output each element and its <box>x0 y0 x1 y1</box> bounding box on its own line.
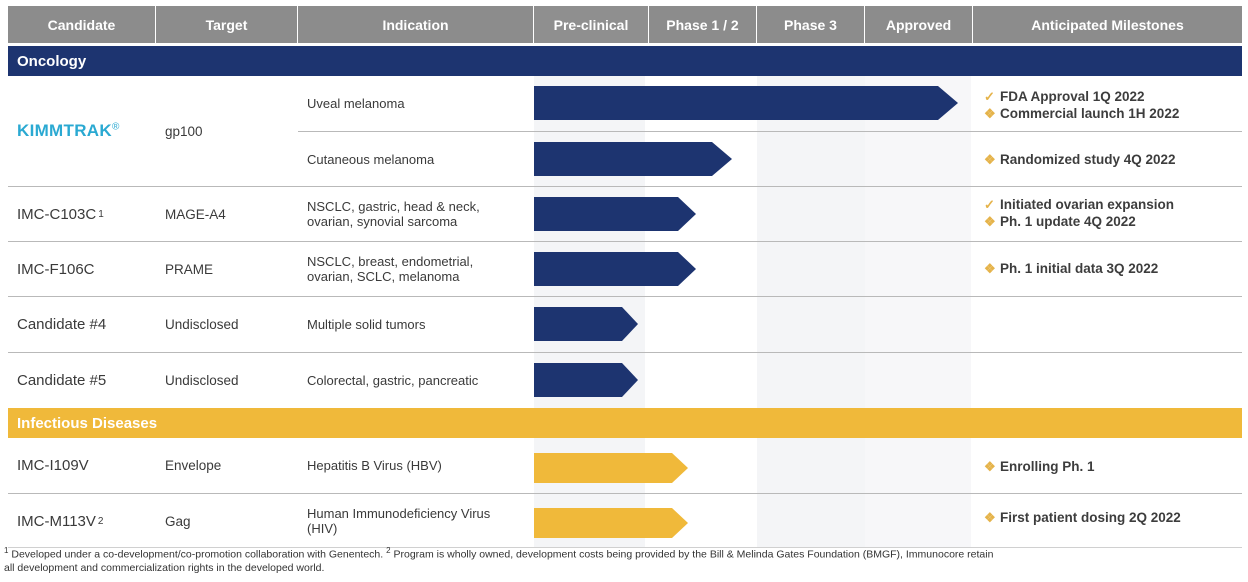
milestones-i109v: ❖ Enrolling Ph. 1 <box>984 458 1095 475</box>
indication-c5: Colorectal, gastric, pancreatic <box>307 373 479 388</box>
candidate-4: Candidate #4 <box>17 316 107 333</box>
target-envelope: Envelope <box>165 458 222 473</box>
row-divider <box>8 296 1242 297</box>
diamond-icon: ❖ <box>984 105 996 121</box>
check-icon: ✓ <box>984 196 995 212</box>
indication-hbv: Hepatitis B Virus (HBV) <box>307 458 442 473</box>
phase3-column-bg <box>757 76 865 408</box>
target-mage-a4: MAGE-A4 <box>165 206 226 222</box>
check-icon: ✓ <box>984 88 995 104</box>
row-divider <box>8 547 1242 548</box>
header-candidate: Candidate <box>8 6 156 43</box>
row-divider <box>8 493 1242 494</box>
progress-arrow-i109v <box>534 453 688 483</box>
candidate-imc-f106c: IMC-F106C <box>17 260 95 278</box>
header-target: Target <box>156 6 298 43</box>
progress-arrow-kimmtrak-uveal <box>534 86 958 120</box>
row-divider <box>8 241 1242 242</box>
indication-cutaneous-melanoma: Cutaneous melanoma <box>307 151 435 167</box>
milestones-kimmtrak-cutaneous: ❖ Randomized study 4Q 2022 <box>984 151 1176 168</box>
milestones-kimmtrak-uveal: ✓ FDA Approval 1Q 2022 ❖ Commercial launch… <box>984 88 1180 122</box>
indication-uveal-melanoma: Uveal melanoma <box>307 96 405 111</box>
row-divider <box>8 352 1242 353</box>
header-milestones: Anticipated Milestones <box>973 6 1242 43</box>
progress-arrow-f106c <box>534 252 696 286</box>
kimmtrak-logo: KIMMTRAK® <box>17 121 120 140</box>
candidate-kimmtrak: KIMMTRAK® <box>17 76 120 186</box>
preclinical-column-bg <box>534 76 645 408</box>
header-phase12: Phase 1 / 2 <box>649 6 757 43</box>
diamond-icon: ❖ <box>984 260 996 276</box>
header-indication: Indication <box>298 6 534 43</box>
progress-arrow-c4 <box>534 307 638 341</box>
indication-hiv: Human Immunodeficiency Virus (HIV) <box>307 506 491 536</box>
diamond-icon: ❖ <box>984 213 996 229</box>
diamond-icon: ❖ <box>984 458 996 474</box>
diamond-icon: ❖ <box>984 151 996 167</box>
milestones-c103c: ✓ Initiated ovarian expansion ❖ Ph. 1 upda… <box>984 196 1175 230</box>
section-infectious-diseases: Infectious Diseases <box>8 408 1242 438</box>
candidate-imc-c103c: IMC-C103C 1 <box>17 205 104 223</box>
milestones-m113v: ❖ First patient dosing 2Q 2022 <box>984 509 1181 526</box>
indication-c103c: NSCLC, gastric, head & neck, ovarian, syn… <box>307 199 480 229</box>
row-divider <box>298 131 1242 132</box>
candidate-imc-i109v: IMC-I109V <box>17 457 89 474</box>
footnote: 1 Developed under a co-development/co-pr… <box>4 546 994 574</box>
header-preclinical: Pre-clinical <box>534 6 649 43</box>
target-gp100: gp100 <box>165 123 203 139</box>
progress-arrow-m113v <box>534 508 688 538</box>
candidate-imc-m113v: IMC-M113V 2 <box>17 512 104 530</box>
indication-c4: Multiple solid tumors <box>307 317 426 332</box>
header-approved: Approved <box>865 6 973 43</box>
row-divider <box>8 186 1242 187</box>
progress-arrow-c5 <box>534 363 638 397</box>
diamond-icon: ❖ <box>984 509 996 525</box>
candidate-5: Candidate #5 <box>17 372 107 389</box>
target-prame: PRAME <box>165 261 214 277</box>
milestones-f106c: ❖ Ph. 1 initial data 3Q 2022 <box>984 260 1159 277</box>
progress-arrow-kimmtrak-cutaneous <box>534 142 732 176</box>
target-undisclosed-4: Undisclosed <box>165 317 239 332</box>
target-undisclosed-5: Undisclosed <box>165 373 239 388</box>
target-gag: Gag <box>165 513 191 529</box>
approved-column-bg <box>865 76 971 408</box>
header-phase3: Phase 3 <box>757 6 865 43</box>
indication-f106c: NSCLC, breast, endometrial, ovarian, SCLC… <box>307 254 474 284</box>
progress-arrow-c103c <box>534 197 696 231</box>
section-oncology: Oncology <box>8 46 1242 76</box>
